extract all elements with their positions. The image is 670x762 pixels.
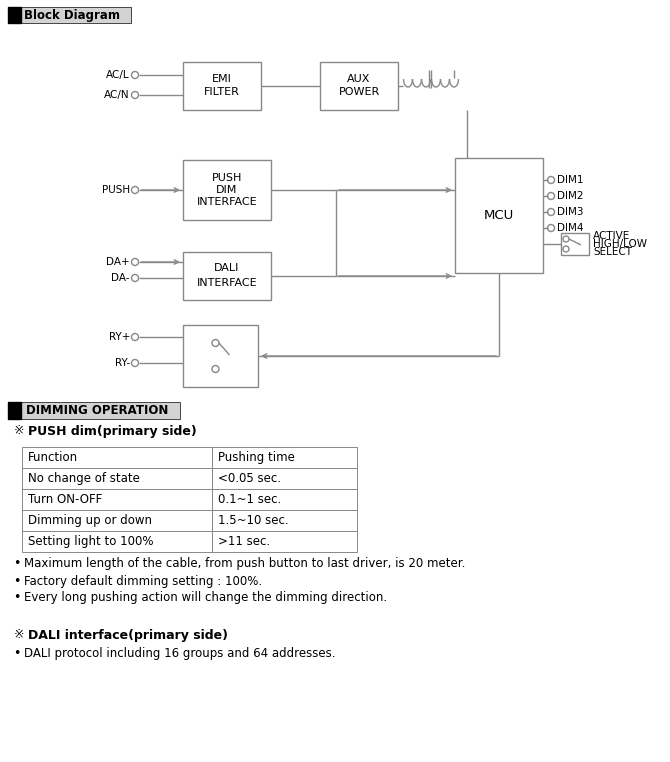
Text: Function: Function [28,451,78,464]
Bar [320,62,398,110]
Text: Every long pushing action will change the dimming direction.: Every long pushing action will change th… [24,591,387,604]
Bar [183,325,258,387]
Text: DIM1: DIM1 [557,175,584,185]
Text: RY-: RY- [115,358,130,368]
Text: AUX: AUX [347,74,371,84]
Text: ACTIVE: ACTIVE [593,231,630,241]
Text: Factory default dimming setting : 100%.: Factory default dimming setting : 100%. [24,575,262,588]
Text: <0.05 sec.: <0.05 sec. [218,472,281,485]
Text: DA-: DA- [111,273,130,283]
Text: RY+: RY+ [109,332,130,342]
Bar [183,160,271,220]
Bar [183,252,271,300]
Text: DALI protocol including 16 groups and 64 addresses.: DALI protocol including 16 groups and 64… [24,646,336,659]
Text: ※: ※ [14,629,25,642]
Bar [8,7,131,23]
Text: PUSH dim(primary side): PUSH dim(primary side) [28,424,197,437]
Text: PUSH: PUSH [102,185,130,195]
Text: FILTER: FILTER [204,87,240,97]
Bar [8,7,21,23]
Text: PUSH: PUSH [212,173,242,183]
Text: No change of state: No change of state [28,472,140,485]
Text: INTERFACE: INTERFACE [197,278,257,288]
Bar [22,447,357,468]
Text: Dimming up or down: Dimming up or down [28,514,152,527]
Text: EMI: EMI [212,74,232,84]
Text: •: • [13,575,20,588]
Text: DIM3: DIM3 [557,207,584,217]
Text: DIM4: DIM4 [557,223,584,233]
Text: HIGH/LOW: HIGH/LOW [593,239,647,249]
Text: SELECT: SELECT [593,247,632,257]
Text: DIM: DIM [216,185,238,195]
Text: AC/L: AC/L [107,70,130,80]
Text: DIMMING OPERATION: DIMMING OPERATION [26,404,168,417]
Text: 0.1~1 sec.: 0.1~1 sec. [218,493,281,506]
Text: DA+: DA+ [107,257,130,267]
Text: AC/N: AC/N [105,90,130,100]
Bar [22,489,357,510]
Text: INTERFACE: INTERFACE [197,197,257,207]
Text: •: • [13,591,20,604]
Text: Pushing time: Pushing time [218,451,295,464]
Text: POWER: POWER [338,87,380,97]
Text: DALI interface(primary side): DALI interface(primary side) [28,629,228,642]
Bar [183,62,261,110]
Bar [22,468,357,489]
Text: ※: ※ [14,424,25,437]
Bar [561,233,589,255]
Bar [8,402,21,419]
Text: DIM2: DIM2 [557,191,584,201]
Text: •: • [13,558,20,571]
Bar [22,510,357,531]
Text: •: • [13,646,20,659]
Bar [455,158,543,273]
Text: 1.5~10 sec.: 1.5~10 sec. [218,514,289,527]
Bar [22,531,357,552]
Text: Maximum length of the cable, from push button to last driver, is 20 meter.: Maximum length of the cable, from push b… [24,558,466,571]
Text: >11 sec.: >11 sec. [218,535,270,548]
Text: Setting light to 100%: Setting light to 100% [28,535,153,548]
Text: MCU: MCU [484,209,514,222]
Bar [8,402,180,419]
Text: Block Diagram: Block Diagram [25,8,121,21]
Text: Turn ON-OFF: Turn ON-OFF [28,493,103,506]
Text: DALI: DALI [214,263,240,273]
